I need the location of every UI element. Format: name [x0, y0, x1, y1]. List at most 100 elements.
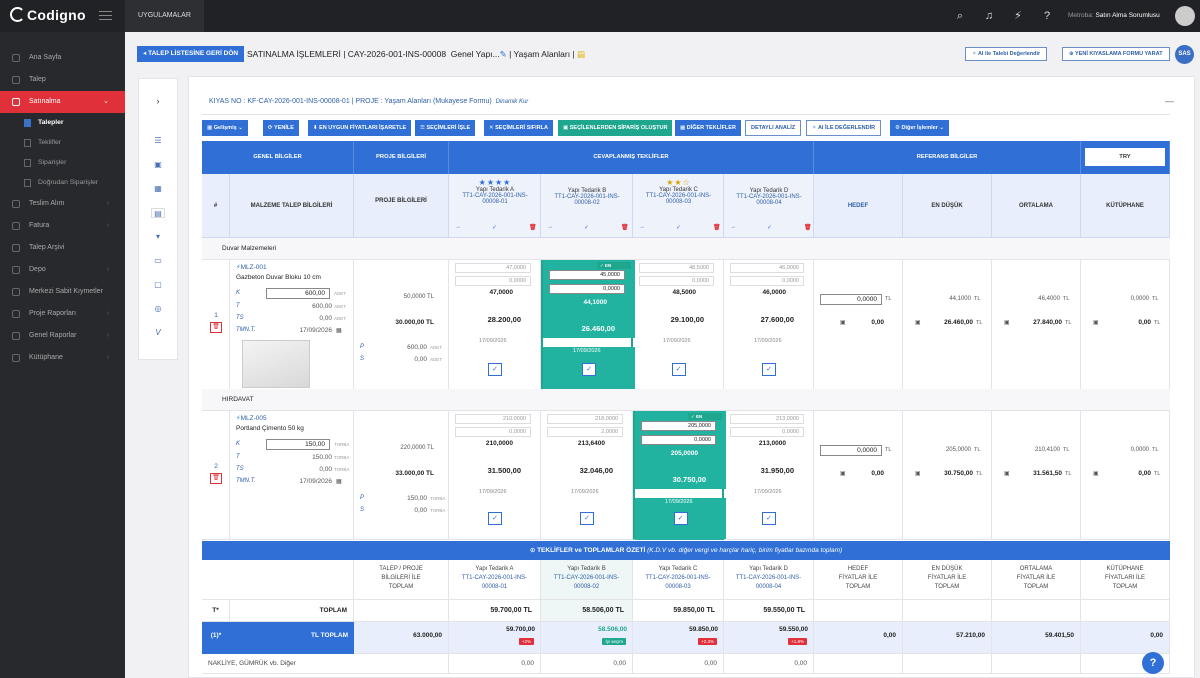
- search-icon[interactable]: ⌕: [956, 10, 964, 22]
- discount-input[interactable]: 0,0000: [455, 276, 531, 286]
- offer-price-input[interactable]: 205,0000: [641, 421, 716, 431]
- discount-input[interactable]: 0,0000: [730, 427, 804, 437]
- process-selections-button[interactable]: ☰ SEÇİMLERİ İŞLE: [415, 120, 476, 136]
- back-to-list-button[interactable]: ◂ TALEP LİSTESİNE GERİ DÖN: [137, 46, 245, 62]
- flash-icon[interactable]: ⚡: [1014, 10, 1022, 22]
- sidebar-subitem-siparisler[interactable]: Siparişler: [0, 153, 125, 173]
- arrow-right-icon[interactable]: →: [547, 224, 553, 230]
- trash-icon[interactable]: 🗑: [713, 225, 721, 231]
- money-icon[interactable]: ▢: [154, 280, 162, 289]
- discount-input[interactable]: 0,0000: [639, 276, 714, 286]
- calendar-icon[interactable]: ▦: [336, 479, 342, 485]
- sidebar-item-talep-arsivi[interactable]: Talep Arşivi: [0, 237, 125, 259]
- sidebar-item-ana-sayfa[interactable]: Ana Sayfa: [0, 47, 125, 69]
- supplier-code[interactable]: TT1-CAY-2026-001-INS-00008-02: [554, 194, 620, 206]
- trash-icon[interactable]: 🗑: [529, 225, 537, 231]
- box-icon[interactable]: ▣: [154, 160, 162, 169]
- bell-icon[interactable]: ♫: [984, 10, 994, 22]
- currency-select[interactable]: TRY: [1085, 148, 1165, 166]
- advanced-dropdown[interactable]: ▦ Gelişmiş ⌄: [202, 120, 248, 136]
- trash-icon[interactable]: 🗑: [210, 473, 222, 484]
- trash-icon[interactable]: 🗑: [210, 322, 222, 333]
- supplier-code[interactable]: TT1-CAY-2026-001-INS-00008-02: [553, 575, 620, 590]
- edit-icon[interactable]: ✎: [499, 49, 507, 59]
- arrow-right-icon[interactable]: →: [730, 224, 736, 230]
- calendar-icon[interactable]: ▦: [336, 328, 342, 334]
- select-offer-check-icon[interactable]: ✓: [673, 512, 688, 525]
- sidebar-item-fatura[interactable]: Fatura ›: [0, 215, 125, 237]
- sidebar-item-satinalma[interactable]: Satınalma ⌄: [0, 91, 125, 113]
- v-icon[interactable]: V: [155, 328, 161, 337]
- detailed-analysis-button[interactable]: DETAYLI ANALİZ: [745, 120, 802, 136]
- discount-input[interactable]: 0,0000: [641, 435, 716, 445]
- supplier-code[interactable]: TT1-CAY-2026-001-INS-00008-03: [645, 575, 711, 590]
- help-circle-icon[interactable]: ?: [1043, 10, 1051, 22]
- sidebar-item-proje-raporlari[interactable]: Proje Raporları ›: [0, 303, 125, 325]
- check-icon[interactable]: ✓: [584, 225, 590, 231]
- material-code[interactable]: ⚡MLZ-001: [236, 263, 267, 271]
- offer-price-input[interactable]: 213,0000: [730, 414, 804, 424]
- sidebar-item-sabit-kiymetler[interactable]: Merkezi Sabit Kıymetler: [0, 281, 125, 303]
- supplier-code[interactable]: TT1-CAY-2026-001-INS-00008-01: [461, 575, 528, 590]
- sidebar-subitem-talepler[interactable]: Talepler: [0, 113, 125, 133]
- other-actions-dropdown[interactable]: ⚙ Diğer İşlemler ⌄: [890, 120, 949, 136]
- sidebar-subitem-dogrudan-siparisler[interactable]: Doğrudan Siparişler: [0, 173, 125, 193]
- select-offer-check-icon[interactable]: ✓: [488, 363, 502, 376]
- target-price-input[interactable]: 0,0000: [820, 445, 882, 456]
- discount-input[interactable]: 2,0000: [547, 427, 623, 437]
- user-method[interactable]: Metroba: Satın Alma Sorumlusu: [1068, 12, 1160, 19]
- check-icon[interactable]: ✓: [676, 225, 682, 231]
- material-code[interactable]: ⚡MLZ-005: [236, 414, 267, 422]
- help-button[interactable]: ?: [1142, 652, 1164, 674]
- other-offers-button[interactable]: ▦ DİĞER TEKLİFLER: [675, 120, 741, 136]
- discount-input[interactable]: 0,0000: [730, 276, 804, 286]
- supplier-code[interactable]: TT1-CAY-2026-001-INS-00008-01: [462, 193, 528, 205]
- create-order-button[interactable]: ▣ SEÇİLENLERDEN SİPARİŞ OLUŞTUR: [558, 120, 673, 136]
- arrow-right-icon[interactable]: →: [455, 224, 461, 230]
- offer-price-input[interactable]: 210,0000: [455, 414, 531, 424]
- select-offer-check-icon[interactable]: ✓: [762, 512, 776, 525]
- sidebar-item-teslim-alim[interactable]: Teslim Alım ›: [0, 193, 125, 215]
- document-icon[interactable]: ▤: [151, 208, 165, 218]
- sidebar-item-genel-raporlar[interactable]: Genel Raporlar ›: [0, 325, 125, 347]
- cart-icon[interactable]: ▾: [155, 232, 160, 241]
- truck-icon[interactable]: ▭: [154, 256, 162, 265]
- target-price-input[interactable]: 0,0000: [820, 294, 882, 305]
- offer-price-input[interactable]: 47,0000: [455, 263, 531, 273]
- supplier-code[interactable]: TT1-CAY-2026-001-INS-00008-03: [645, 193, 712, 205]
- supplier-code[interactable]: TT1-CAY-2026-001-INS-00008-04: [735, 575, 802, 590]
- check-icon[interactable]: ✓: [492, 225, 498, 231]
- menu-toggle-icon[interactable]: [99, 11, 112, 20]
- user-badge[interactable]: SAS: [1175, 45, 1194, 64]
- note-icon[interactable]: ▤: [577, 49, 586, 59]
- reset-selections-button[interactable]: ✕ SEÇİMLERİ SIFIRLA: [484, 120, 554, 136]
- select-offer-check-icon[interactable]: ✓: [582, 363, 596, 376]
- supplier-code[interactable]: TT1-CAY-2026-001-INS-00008-04: [736, 194, 802, 206]
- discount-input[interactable]: 0,0000: [455, 427, 531, 437]
- offer-price-input[interactable]: 218,0000: [547, 414, 623, 424]
- select-offer-check-icon[interactable]: ✓: [671, 363, 686, 376]
- offer-price-input[interactable]: 45,0000: [549, 270, 625, 280]
- sidebar-item-depo[interactable]: Depo ›: [0, 259, 125, 281]
- select-offer-check-icon[interactable]: ✓: [762, 363, 776, 376]
- new-comparison-form-button[interactable]: ⊕ YENİ KIYASLAMA FORMU YARAT: [1062, 47, 1170, 61]
- apps-menu[interactable]: UYGULAMALAR: [125, 0, 204, 32]
- brand-logo[interactable]: Codigno: [10, 7, 86, 23]
- ai-evaluate-request-button[interactable]: ✧ AI ile Talebi Değerlendir: [965, 47, 1048, 61]
- trash-icon[interactable]: 🗑: [621, 225, 629, 231]
- collapse-icon[interactable]: —: [1165, 96, 1174, 106]
- trash-icon[interactable]: 🗑: [804, 225, 812, 231]
- offer-price-input[interactable]: 48,5000: [639, 263, 714, 273]
- arrow-right-icon[interactable]: →: [639, 224, 645, 230]
- quantity-input[interactable]: 600,00: [266, 288, 330, 299]
- chevron-right-icon[interactable]: ›: [156, 96, 160, 106]
- coin-icon[interactable]: ◎: [154, 304, 162, 313]
- refresh-button[interactable]: ⟳ YENİLE: [263, 120, 299, 136]
- list-icon[interactable]: ☰: [154, 136, 162, 145]
- select-offer-check-icon[interactable]: ✓: [580, 512, 594, 525]
- sidebar-item-kutuphane[interactable]: Kütüphane ›: [0, 347, 125, 369]
- mark-best-prices-button[interactable]: ⬇ EN UYGUN FİYATLARI İŞARETLE: [308, 120, 412, 136]
- ai-evaluate-button[interactable]: ✧ AI İLE DEĞERLENDİR: [806, 120, 882, 136]
- table-icon[interactable]: ▦: [154, 184, 162, 193]
- avatar[interactable]: [1175, 6, 1195, 26]
